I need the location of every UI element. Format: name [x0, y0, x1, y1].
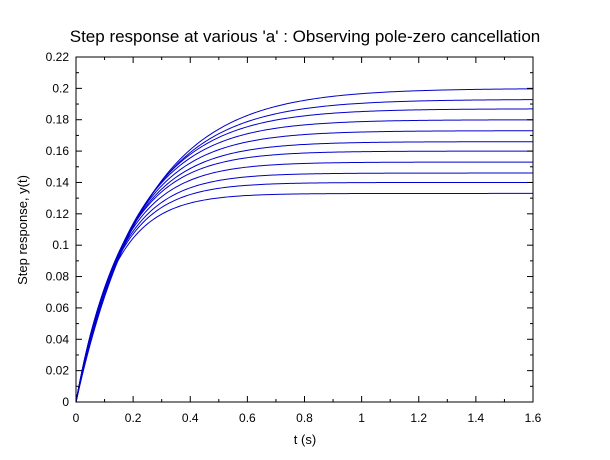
y-tick-label: 0.06 — [46, 301, 70, 315]
y-tick-label: 0.02 — [46, 364, 70, 378]
y-tick-label: 0.1 — [52, 238, 69, 252]
y-tick-label: 0.2 — [52, 81, 69, 95]
series-line-10 — [75, 181, 533, 403]
x-tick-label: 1.6 — [525, 411, 542, 425]
y-tick-label: 0.12 — [46, 207, 70, 221]
x-tick-label: 1.2 — [410, 411, 427, 425]
x-tick-label: 0 — [73, 411, 80, 425]
series-line-7 — [75, 150, 533, 403]
y-tick-label: 0.08 — [46, 270, 70, 284]
chart-title: Step response at various 'a' : Observing… — [70, 27, 540, 46]
series-line-4 — [75, 119, 534, 403]
x-tick-label: 0.2 — [125, 411, 142, 425]
y-tick-label: 0.04 — [46, 332, 70, 346]
series-line-11 — [75, 192, 533, 403]
y-tick-label: 0 — [62, 395, 69, 409]
series-line-9 — [75, 172, 533, 403]
y-axis-label: Step response, y(t) — [15, 175, 30, 285]
x-tick-label: 0.4 — [182, 411, 199, 425]
series-line-8 — [75, 161, 533, 403]
x-tick-label: 0.6 — [239, 411, 256, 425]
series-line-2 — [75, 99, 534, 403]
series-group — [75, 88, 534, 403]
series-line-5 — [75, 130, 533, 403]
x-axis-label: t (s) — [294, 432, 316, 447]
y-tick-label: 0.14 — [46, 175, 70, 189]
series-line-6 — [75, 141, 533, 403]
plot-area-box — [75, 56, 534, 403]
x-tick-label: 0.8 — [296, 411, 313, 425]
y-tick-label: 0.18 — [46, 113, 70, 127]
x-tick-label: 1.4 — [468, 411, 485, 425]
x-tick-label: 1 — [358, 411, 365, 425]
series-line-1 — [75, 88, 534, 403]
y-tick-label: 0.16 — [46, 144, 70, 158]
axis-ticks: 0 0.2 0.4 0.6 0.8 1 1.2 1.4 1.6 0 0.02 0.04 0.06 0.08… — [46, 50, 542, 425]
y-tick-label: 0.22 — [46, 50, 70, 64]
